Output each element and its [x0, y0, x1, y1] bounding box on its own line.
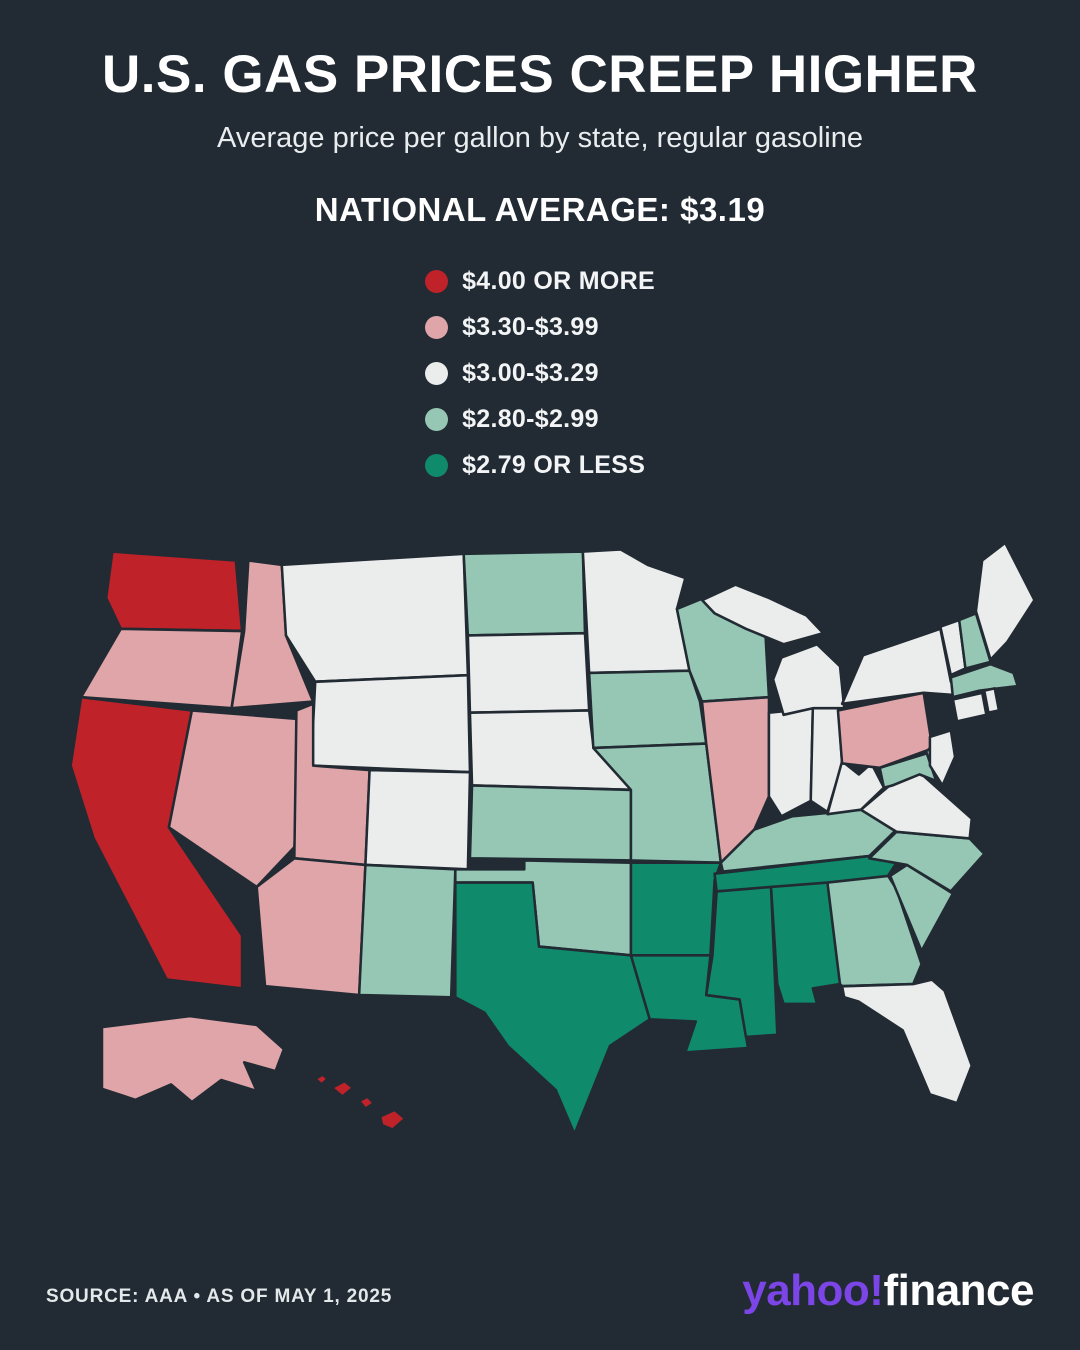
legend-swatch-icon — [425, 362, 449, 385]
state-mt — [280, 552, 470, 684]
state-me — [974, 541, 1036, 662]
legend-swatch-icon — [425, 408, 449, 431]
state-nd — [462, 550, 587, 637]
state-wy — [309, 673, 472, 774]
state-hi — [313, 1073, 407, 1131]
legend-item: $3.00-$3.29 — [425, 359, 655, 388]
state-nh — [957, 612, 992, 670]
state-ga — [826, 874, 923, 988]
brand-logo: yahoo!finance — [742, 1266, 1034, 1316]
state-mi — [700, 583, 846, 717]
state-nj — [928, 728, 957, 787]
state-la — [629, 954, 750, 1054]
state-nm — [357, 863, 457, 999]
state-ar — [629, 861, 723, 957]
state-sc — [888, 863, 955, 953]
header: U.S. GAS PRICES CREEP HIGHER Average pri… — [0, 0, 1080, 229]
state-ma — [949, 662, 1019, 699]
state-in — [767, 706, 815, 818]
state-ks — [468, 784, 633, 862]
state-sd — [466, 631, 591, 714]
legend-label: $4.00 OR MORE — [462, 267, 655, 295]
legend-swatch-icon — [425, 316, 449, 339]
state-mn — [581, 548, 691, 675]
map-container — [0, 492, 1080, 1176]
state-wa — [104, 550, 244, 633]
national-average-value: $3.19 — [680, 191, 766, 228]
infographic: U.S. GAS PRICES CREEP HIGHER Average pri… — [0, 0, 1080, 1315]
state-ct — [951, 691, 988, 723]
legend-label: $2.79 OR LESS — [462, 451, 646, 479]
legend-swatch-icon — [425, 454, 449, 477]
page-title: U.S. GAS PRICES CREEP HIGHER — [102, 45, 978, 104]
state-ri — [983, 687, 1001, 714]
footer: SOURCE: AAA • AS OF MAY 1, 2025 yahoo!fi… — [0, 1266, 1080, 1316]
national-average-label: NATIONAL AVERAGE: — [314, 191, 671, 228]
state-ak — [100, 1014, 286, 1104]
legend-swatch-icon — [425, 270, 449, 293]
legend-item: $2.80-$2.99 — [425, 405, 655, 434]
state-nv — [167, 709, 304, 889]
legend-item: $2.79 OR LESS — [425, 451, 655, 480]
state-az — [255, 856, 367, 997]
state-or — [79, 627, 244, 710]
state-co — [364, 768, 472, 871]
national-average: NATIONAL AVERAGE: $3.19 — [0, 191, 1080, 229]
legend-label: $3.30-$3.99 — [462, 313, 599, 341]
state-fl — [840, 978, 973, 1105]
source-note: SOURCE: AAA • AS OF MAY 1, 2025 — [46, 1286, 393, 1307]
legend: $4.00 OR MORE $3.30-$3.99 $3.00-$3.29 $2.80… — [425, 267, 655, 480]
legend-label: $2.80-$2.99 — [462, 405, 599, 433]
state-tx — [454, 881, 652, 1136]
brand-yahoo: yahoo! — [742, 1266, 884, 1315]
legend-label: $3.00-$3.29 — [462, 359, 599, 387]
legend-item: $3.30-$3.99 — [425, 313, 655, 342]
us-choropleth-map — [69, 541, 1036, 1136]
state-ia — [587, 669, 708, 750]
brand-finance: finance — [883, 1266, 1034, 1315]
subtitle: Average price per gallon by state, regul… — [217, 122, 863, 154]
legend-item: $4.00 OR MORE — [425, 267, 655, 296]
